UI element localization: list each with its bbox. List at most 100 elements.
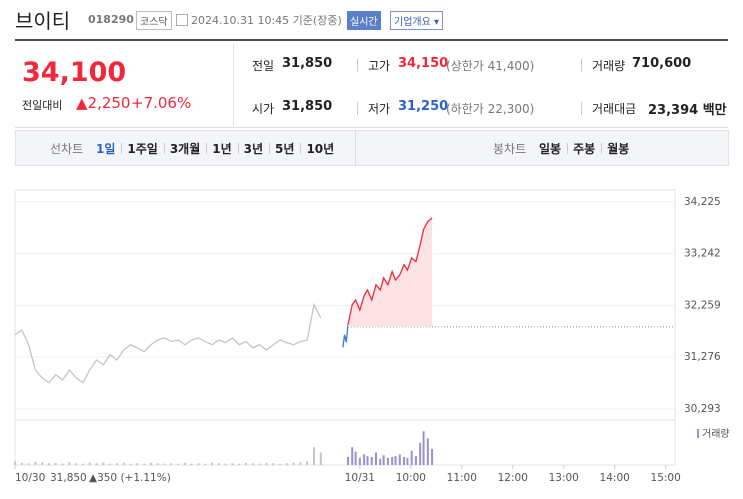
stat-value: 34,150 (398, 56, 449, 71)
price-line (347, 217, 433, 325)
candle-chart-label: 봉차트 (493, 142, 527, 156)
separator (567, 143, 569, 154)
stat-label: 저가 (368, 102, 391, 116)
y-tick-label: 32,259 (684, 299, 721, 311)
volume-bar (319, 452, 322, 465)
stat-label: 고가 (368, 59, 391, 73)
candle-tab[interactable]: 일봉 (539, 142, 562, 156)
volume-bar (299, 462, 302, 465)
stock-name: 브이티 (15, 9, 71, 33)
separator (237, 143, 239, 154)
volume-bar (149, 462, 152, 465)
volume-bar (292, 462, 295, 465)
period-tab[interactable]: 1주일 (127, 142, 158, 156)
price-line (14, 302, 322, 384)
candle-tab[interactable]: 주봉 (573, 142, 596, 156)
volume-bar (102, 462, 105, 465)
stat-value: 31,850 (282, 56, 333, 71)
volume-bar (351, 447, 354, 465)
volume-bar (41, 462, 44, 465)
x-tick-label: 10/30 (15, 472, 45, 484)
volume-legend: 거래량 (702, 428, 730, 440)
tab-bar (15, 130, 729, 166)
volume-bar (122, 462, 125, 465)
period-tab[interactable]: 3개월 (169, 142, 201, 156)
stock-code: 018290 (88, 13, 134, 26)
volume-bar (375, 452, 378, 465)
divider (233, 44, 234, 126)
volume-bar (398, 454, 401, 465)
separator (601, 143, 603, 154)
volume-bar (197, 463, 200, 465)
x-tick-label: 12:00 (498, 472, 528, 484)
stat-label: 거래대금 (592, 102, 637, 116)
volume-bar (47, 463, 50, 465)
datetime: 2024.10.31 10:45 기준(장중) (191, 14, 342, 27)
volume-bar (426, 438, 429, 465)
separator (581, 59, 582, 72)
volume-bar (115, 463, 118, 465)
volume-bar (217, 463, 220, 465)
period-tab[interactable]: 10년 (306, 142, 335, 156)
volume-bar (431, 449, 434, 465)
stat-value: 710,600 (632, 56, 692, 71)
company-info-button[interactable]: 기업개요 ▾ (390, 11, 443, 30)
area (347, 217, 433, 327)
x-tick-label: 10/31 (345, 472, 375, 484)
realtime-badge[interactable]: 실시간 (347, 11, 381, 30)
divider (355, 131, 356, 165)
volume-bar (34, 461, 37, 465)
stat-value: 23,394 백만 (648, 103, 727, 118)
volume-bar (238, 463, 241, 465)
volume-bar (258, 463, 261, 465)
period-tab[interactable]: 5년 (275, 142, 295, 156)
summary-box (15, 41, 728, 128)
stat-value: 31,250 (398, 99, 449, 114)
stat-label: 시가 (252, 102, 275, 116)
volume-bar (143, 463, 146, 465)
volume-bar (81, 463, 84, 465)
volume-bar (394, 456, 397, 465)
volume-bar (61, 463, 64, 465)
stat-label: 전일 (252, 59, 275, 73)
period-tab[interactable]: 1년 (212, 142, 232, 156)
volume-bar (414, 456, 417, 465)
y-tick-label: 30,293 (684, 403, 721, 415)
change-label: 전일대비 (22, 99, 63, 112)
volume-bar (190, 463, 193, 465)
volume-bar (211, 462, 214, 465)
price-line (342, 324, 349, 348)
line-chart-label: 선차트 (50, 142, 84, 156)
volume-bar (204, 463, 207, 465)
x-tick-label: 10:00 (396, 472, 426, 484)
stat-extra: (상한가 41,400) (446, 59, 535, 73)
prev-close: 31,850 (50, 472, 87, 484)
volume-bar (419, 442, 422, 465)
separator (269, 143, 271, 154)
separator (357, 59, 358, 72)
volume-bar (366, 456, 369, 465)
current-price: 34,100 (22, 57, 127, 88)
volume-bar (279, 463, 282, 465)
change: ▲2,250 (76, 94, 131, 112)
volume-bar (358, 457, 361, 465)
separator (300, 143, 302, 154)
prev-change: ▲350 (+1.11%) (89, 472, 171, 484)
y-tick-label: 34,225 (684, 196, 721, 208)
volume-bar (54, 462, 57, 465)
period-tab[interactable]: 3년 (243, 142, 264, 156)
volume-bar (129, 463, 132, 465)
candle-tab[interactable]: 월봉 (607, 142, 630, 156)
volume-bar (231, 463, 234, 465)
x-tick-label: 15:00 (651, 472, 681, 484)
stat-value: 31,850 (282, 99, 333, 114)
volume-bar (20, 462, 23, 465)
calendar-icon (176, 14, 188, 26)
volume-bar (224, 463, 227, 465)
volume-bar (245, 462, 248, 465)
volume-bar (363, 454, 366, 465)
period-tab[interactable]: 1일 (96, 142, 116, 156)
volume-bar (75, 463, 78, 465)
